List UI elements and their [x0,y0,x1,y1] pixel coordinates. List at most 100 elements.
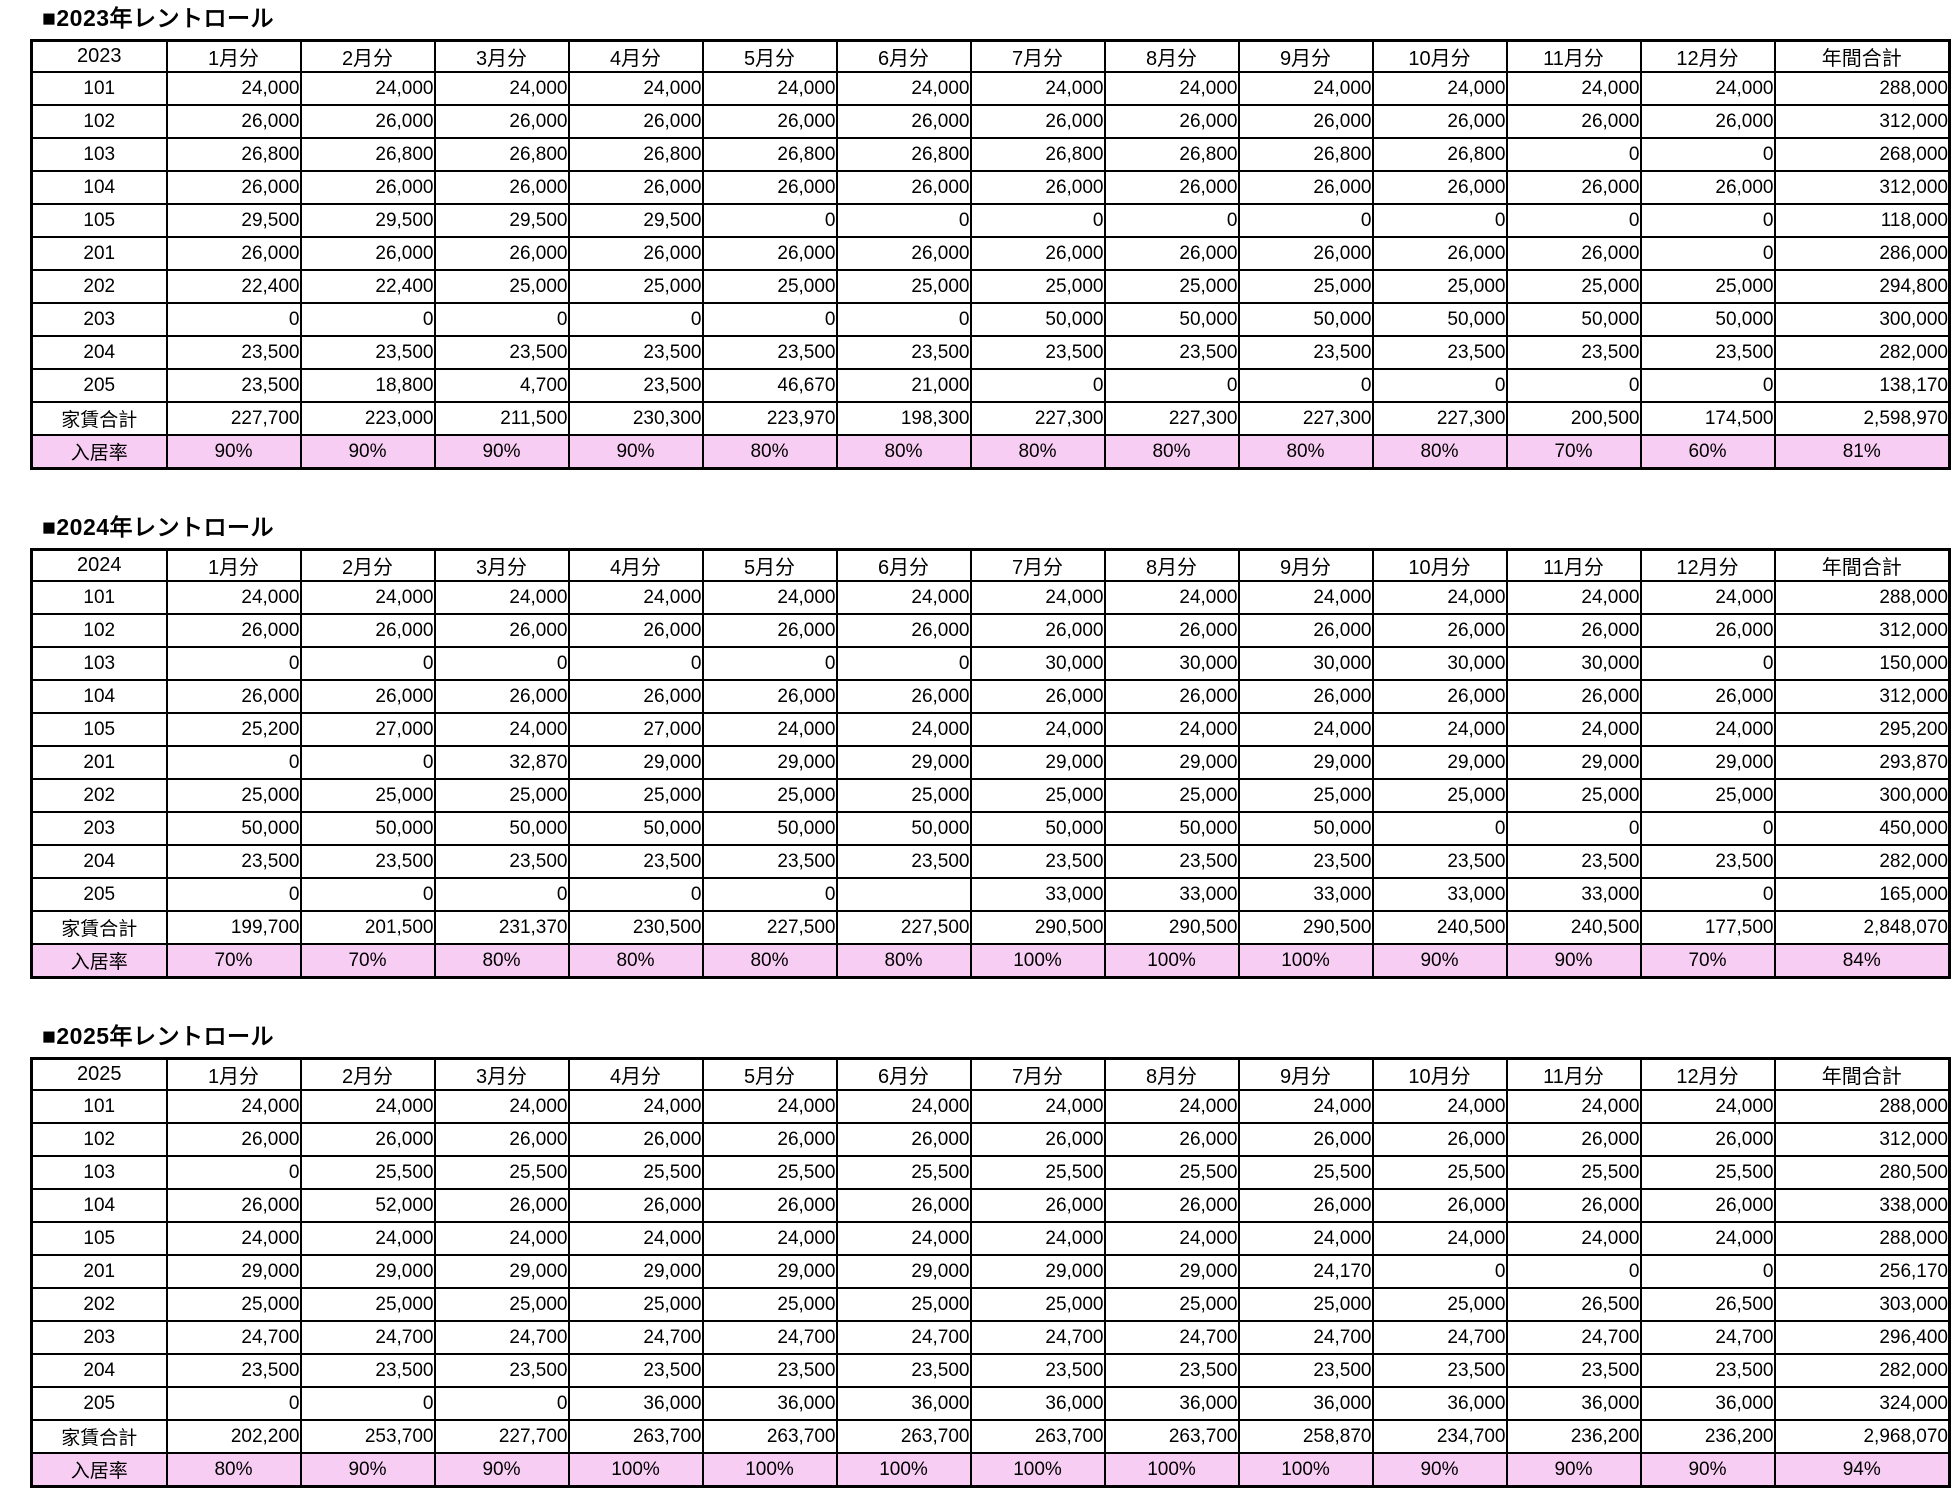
rent-value-cell: 0 [299,1386,436,1421]
rent-value-cell: 23,500 [567,844,704,879]
rent-value-cell: 0 [165,745,302,780]
rent-value-cell: 26,000 [567,1122,704,1157]
rentroll-table: 2025 1月分 2月分 3月分 4月分 5月分 6月分 7月分 8月分 9月分 10月分 11月分 1… [30,1057,1951,1488]
rent-value-cell: 0 [433,646,570,681]
rent-value-cell: 24,000 [1639,1089,1776,1124]
rent-value-cell: 25,200 [165,712,302,747]
rent-value-cell: 30,000 [1103,646,1240,681]
rent-value-cell: 26,000 [567,104,704,139]
rent-value-cell: 25,000 [969,1287,1106,1322]
rent-value-cell: 23,500 [1639,844,1776,879]
unit-row-205: 205 0 0 0 36,000 36,000 36,000 36,000 36,000 36,0… [30,1386,1951,1421]
annual-total-cell: 288,000 [1773,580,1951,615]
rent-value-cell: 23,500 [835,1353,972,1388]
rent-value-cell: 24,000 [567,1089,704,1124]
month-header-cell: 3月分 [433,39,570,73]
rent-value-cell: 26,000 [165,1122,302,1157]
rent-total-value-cell: 253,700 [299,1419,436,1454]
annual-total-header-cell: 年間合計 [1773,1057,1951,1091]
rent-value-cell: 24,000 [835,580,972,615]
occupancy-value-cell: 90% [567,434,704,470]
rent-value-cell: 50,000 [165,811,302,846]
rent-total-value-cell: 236,200 [1505,1419,1642,1454]
unit-label-cell: 201 [30,745,168,780]
rent-value-cell: 24,000 [835,712,972,747]
rent-value-cell: 26,800 [1371,137,1508,172]
rent-value-cell: 0 [433,1386,570,1421]
rent-value-cell: 23,500 [969,1353,1106,1388]
rent-value-cell: 26,000 [969,170,1106,205]
unit-row-202: 202 25,000 25,000 25,000 25,000 25,000 25,000 2… [30,1287,1951,1322]
rent-value-cell: 0 [969,203,1106,238]
occupancy-value-cell: 80% [701,434,838,470]
rent-value-cell: 24,000 [1505,1221,1642,1256]
unit-row-103: 103 0 0 0 0 0 0 30,000 30,000 30,000 30,000 30,000 0… [30,646,1951,681]
rent-value-cell: 29,000 [567,1254,704,1289]
unit-row-203: 203 24,700 24,700 24,700 24,700 24,700 24,700 2… [30,1320,1951,1355]
month-header-cell: 9月分 [1237,1057,1374,1091]
occupancy-value-cell: 100% [1103,1452,1240,1488]
rent-value-cell: 26,000 [165,613,302,648]
rent-value-cell: 26,000 [1237,1188,1374,1223]
annual-total-cell: 324,000 [1773,1386,1951,1421]
rent-value-cell: 0 [835,302,972,337]
unit-row-105: 105 24,000 24,000 24,000 24,000 24,000 24,000 2… [30,1221,1951,1256]
rent-value-cell: 29,000 [969,1254,1106,1289]
rent-value-cell: 24,000 [701,71,838,106]
rent-value-cell: 0 [433,877,570,912]
rent-value-cell: 4,700 [433,368,570,403]
rent-value-cell: 24,170 [1237,1254,1374,1289]
occupancy-value-cell: 100% [1237,1452,1374,1488]
rent-value-cell: 25,000 [567,269,704,304]
rent-value-cell: 24,000 [701,1089,838,1124]
rent-total-annual-cell: 2,598,970 [1773,401,1951,436]
rent-total-value-cell: 223,000 [299,401,436,436]
rent-value-cell: 24,000 [1103,580,1240,615]
occupancy-rate-row: 入居率 80% 90% 90% 100% 100% 100% 100% 100% 100% 90% 9… [30,1452,1951,1488]
section-title: ■2024年レントロール [42,514,275,540]
rent-value-cell: 26,000 [1505,104,1642,139]
rent-total-value-cell: 227,700 [433,1419,570,1454]
rent-value-cell: 26,000 [1639,613,1776,648]
rent-value-cell: 24,000 [969,712,1106,747]
rent-total-row: 家賃合計 199,700 201,500 231,370 230,500 227,500 2… [30,910,1951,945]
rent-value-cell: 29,000 [701,745,838,780]
rentroll-section-2023: ■2023年レントロール 2023 1月分 2月分 3月分 4月分 5月分 6月分 7月分 8月… [0,5,1960,470]
rent-value-cell: 26,000 [1371,170,1508,205]
annual-total-cell: 312,000 [1773,613,1951,648]
rent-value-cell: 0 [835,646,972,681]
rent-value-cell: 23,500 [1103,1353,1240,1388]
rent-value-cell: 0 [1639,646,1776,681]
rent-value-cell: 0 [165,302,302,337]
rent-value-cell: 26,800 [701,137,838,172]
annual-total-cell: 294,800 [1773,269,1951,304]
rent-value-cell: 26,000 [1237,1122,1374,1157]
rent-value-cell: 26,000 [969,613,1106,648]
rent-value-cell: 23,500 [165,335,302,370]
rent-total-row: 家賃合計 202,200 253,700 227,700 263,700 263,700 2… [30,1419,1951,1454]
rent-value-cell: 24,700 [1371,1320,1508,1355]
rent-value-cell: 26,000 [1505,1122,1642,1157]
rent-value-cell: 26,000 [1103,1188,1240,1223]
occupancy-value-cell: 100% [969,943,1106,979]
unit-label-cell: 103 [30,646,168,681]
annual-total-cell: 295,200 [1773,712,1951,747]
rent-value-cell: 25,000 [433,778,570,813]
rent-total-value-cell: 258,870 [1237,1419,1374,1454]
rent-value-cell: 23,500 [299,335,436,370]
rent-value-cell: 25,000 [433,1287,570,1322]
unit-label-cell: 101 [30,580,168,615]
rent-total-value-cell: 240,500 [1505,910,1642,945]
rent-total-value-cell: 199,700 [165,910,302,945]
rent-value-cell: 24,000 [567,1221,704,1256]
month-header-cell: 10月分 [1371,1057,1508,1091]
rent-value-cell: 25,500 [567,1155,704,1190]
rent-value-cell: 26,000 [701,1188,838,1223]
rent-value-cell: 26,000 [433,104,570,139]
rent-value-cell: 0 [299,302,436,337]
rent-value-cell: 26,000 [969,679,1106,714]
rent-value-cell: 0 [1237,203,1374,238]
unit-row-102: 102 26,000 26,000 26,000 26,000 26,000 26,000 2… [30,1122,1951,1157]
rent-total-value-cell: 227,300 [1371,401,1508,436]
